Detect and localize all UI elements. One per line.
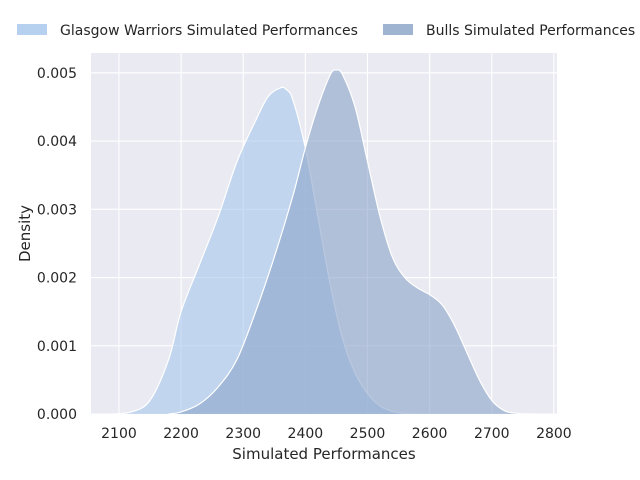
x-tick-label: 2500 [350,426,386,442]
x-tick-label: 2800 [536,426,572,442]
x-tick-label: 2200 [163,426,199,442]
legend: Glasgow Warriors Simulated Performances … [17,23,635,39]
y-tick-label: 0.002 [37,271,77,287]
x-axis-label: Simulated Performances [232,445,416,463]
legend-swatch-glasgow [17,24,47,35]
x-tick-label: 2100 [101,426,137,442]
y-tick-label: 0.003 [37,202,77,218]
legend-label-glasgow: Glasgow Warriors Simulated Performances [60,23,358,39]
density-line-bulls [168,69,536,415]
legend-label-bulls: Bulls Simulated Performances [426,23,635,39]
tick-labels: 2100 2200 2300 2400 2500 2600 2700 2800 0.000 0.0… [37,66,572,442]
x-tick-label: 2700 [474,426,510,442]
y-tick-label: 0.001 [37,339,77,355]
x-tick-label: 2300 [225,426,261,442]
y-tick-label: 0.004 [37,134,77,150]
y-tick-label: 0.000 [37,407,77,423]
series-group [112,69,536,415]
density-area-bulls [168,69,536,414]
y-tick-label: 0.005 [37,66,77,82]
y-axis-label: Density [16,205,34,262]
legend-swatch-bulls [383,24,413,35]
x-tick-label: 2600 [412,426,448,442]
density-area-glasgow [112,87,430,414]
x-tick-label: 2400 [288,426,324,442]
